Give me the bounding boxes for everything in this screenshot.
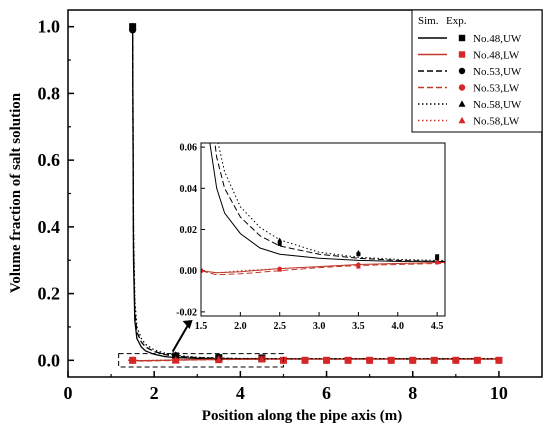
legend-entry: No.53,UW (418, 66, 522, 78)
inset-y-tick-label: 0.04 (180, 184, 198, 195)
legend-frame (411, 9, 543, 133)
inset-x-tick-label: 1.5 (195, 321, 208, 332)
exp-marker-main (495, 356, 503, 364)
exp-marker-main (258, 354, 266, 362)
inset-x-tick-label: 3.5 (352, 321, 365, 332)
exp-marker-inset (434, 256, 440, 261)
exp-marker-main (171, 351, 180, 359)
y-tick-label: 0.6 (38, 150, 61, 170)
legend-entry-label: No.58,UW (473, 99, 522, 111)
legend-entry-label: No.53,UW (473, 66, 522, 78)
inset-y-tick-label: 0.02 (180, 225, 198, 236)
exp-marker-main (171, 355, 180, 363)
exp-marker-inset (201, 268, 204, 273)
x-tick-label: 10 (490, 383, 508, 403)
exp-marker-main (301, 356, 309, 364)
exp-marker-main (430, 356, 438, 364)
exp-marker-main (366, 356, 374, 364)
x-axis-label: Position along the pipe axis (m) (202, 408, 402, 424)
series-line-main (131, 26, 499, 360)
inset-y-tick-label: 0.00 (180, 266, 198, 277)
series-line-inset (201, 262, 445, 274)
y-tick-label: 0.2 (38, 284, 61, 304)
exp-marker-main (128, 356, 137, 364)
exp-marker-inset (277, 237, 282, 242)
legend-entry-label: No.53,LW (473, 83, 520, 95)
x-tick-label: 6 (322, 383, 331, 403)
inset-x-tick-label: 2.0 (234, 321, 247, 332)
inset-ticks: 1.5 2.0 2.5 3.0 3.5 4.0 4.5 -0.02 0.00 0.02 0.04 0.… (176, 143, 443, 332)
inset-x-tick-label: 4.0 (392, 321, 405, 332)
inset-x-tick-label: 2.5 (273, 321, 286, 332)
legend-marker-swatch (458, 84, 466, 91)
x-tick-label: 8 (408, 383, 417, 403)
legend-header-exp: Exp. (446, 15, 467, 27)
zoom-arrow (171, 323, 190, 353)
exp-marker-inset (277, 266, 282, 271)
legend-entry-label: No.58,LW (473, 116, 520, 128)
inset-y-tick-label: -0.02 (176, 307, 197, 318)
main-ticks: 0 2 4 6 8 10 0.0 0.2 0.4 0.6 0.8 1.0 (38, 17, 508, 403)
y-tick-label: 1.0 (38, 17, 61, 37)
inset-background (201, 143, 445, 316)
series-line-main (128, 358, 499, 362)
legend: Sim. Exp. No.48,UW No.48,LW No.53,UW No.53,… (411, 9, 543, 133)
legend-entries: No.48,UW No.48,LW No.53,UW No.53,LW No.58,UW… (418, 33, 522, 128)
series-line-inset (214, 143, 445, 262)
exp-marker-main (344, 356, 352, 364)
exp-marker-main (214, 355, 223, 363)
exp-marker-inset (356, 249, 361, 254)
inset-plot-frame (200, 142, 446, 317)
legend-entry-label: No.48,UW (473, 33, 522, 45)
legend-entry: No.58,UW (418, 99, 522, 111)
exp-marker-inset (356, 262, 361, 267)
exp-marker-main (409, 356, 417, 364)
series-line-inset (201, 262, 445, 276)
series-line-inset (209, 143, 445, 263)
exp-marker-main (323, 356, 331, 364)
exp-marker-main (473, 356, 481, 364)
y-axis-label: Volume fraction of salt solution (8, 92, 24, 293)
x-tick-label: 0 (64, 383, 73, 403)
x-tick-label: 4 (236, 383, 245, 403)
legend-marker-swatch (458, 100, 466, 107)
legend-entry: No.53,LW (418, 83, 520, 95)
exp-marker-main (452, 356, 460, 364)
inset-x-tick-label: 3.0 (313, 321, 326, 332)
y-tick-label: 0.8 (38, 83, 61, 103)
y-tick-label: 0.4 (38, 217, 61, 237)
exp-marker-main (387, 356, 395, 364)
x-tick-label: 2 (150, 383, 159, 403)
legend-marker-swatch (458, 67, 466, 75)
legend-entry-label: No.48,LW (473, 50, 520, 62)
zoom-arrowhead (182, 320, 193, 329)
legend-entry: No.48,LW (418, 50, 520, 62)
exp-marker-inset (434, 260, 440, 265)
exp-marker-inset (356, 264, 361, 269)
exp-marker-main (128, 22, 137, 30)
legend-entry: No.48,UW (418, 33, 522, 45)
legend-header-sim: Sim. (418, 15, 439, 27)
inset-series (201, 143, 445, 276)
legend-marker-swatch (458, 116, 466, 124)
zoom-region-box (118, 353, 284, 368)
inset-y-tick-label: 0.06 (180, 143, 198, 154)
exp-marker-inset (277, 241, 282, 246)
inset-x-tick-label: 4.5 (431, 321, 444, 332)
legend-marker-swatch (458, 34, 466, 42)
y-tick-label: 0.0 (38, 350, 61, 370)
legend-marker-swatch (458, 51, 466, 58)
legend-entry: No.58,LW (418, 116, 520, 128)
